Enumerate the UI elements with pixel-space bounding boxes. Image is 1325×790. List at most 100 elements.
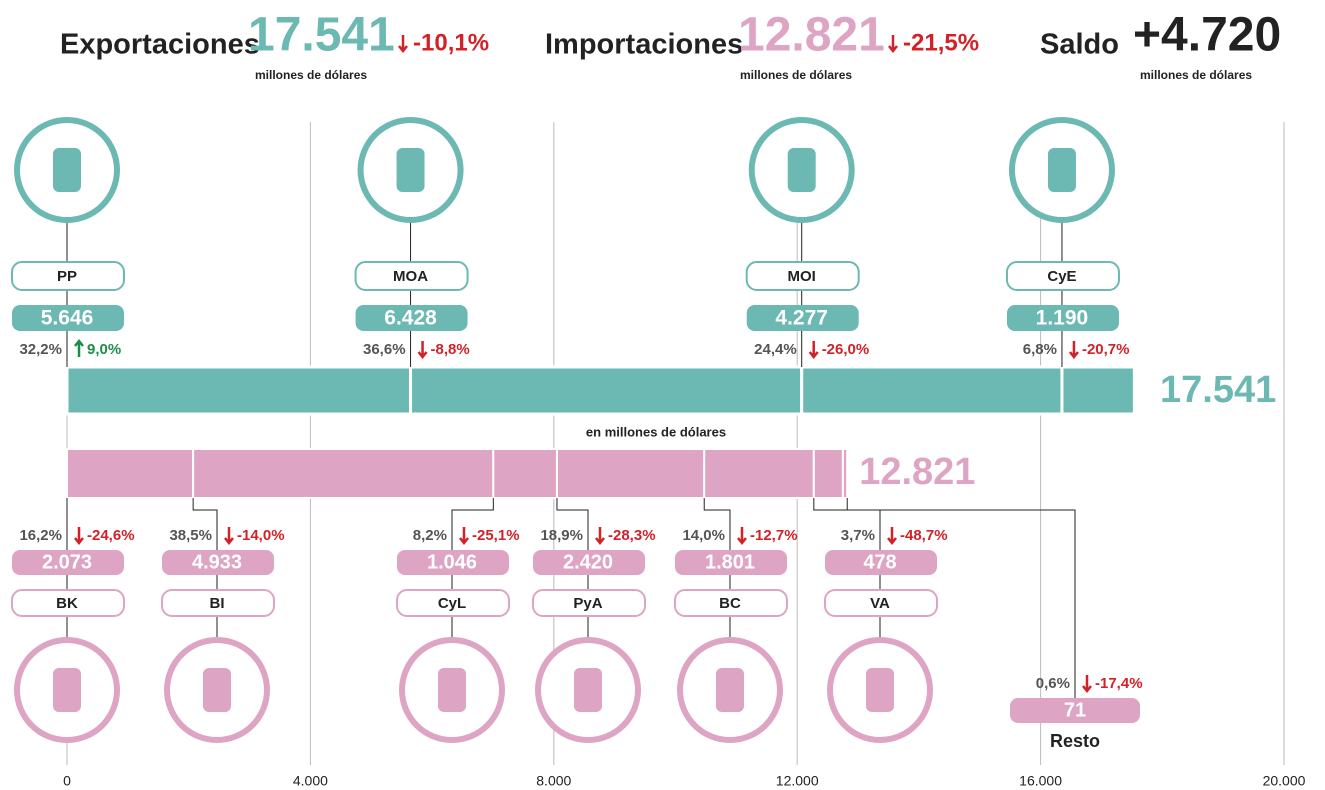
change-arrow bbox=[74, 527, 84, 546]
share-label: 18,9% bbox=[540, 527, 583, 544]
change-arrow bbox=[737, 527, 747, 546]
code-pill bbox=[1005, 261, 1120, 291]
header-label: Exportaciones bbox=[60, 29, 260, 61]
header-change: -21,5% bbox=[903, 29, 979, 56]
value-pill bbox=[533, 550, 645, 575]
category-code: PP bbox=[57, 268, 77, 285]
share-label: 6,8% bbox=[1023, 341, 1057, 358]
change-label: -26,0% bbox=[822, 341, 870, 358]
category-code: BC bbox=[719, 595, 741, 612]
value-label: 4.277 bbox=[775, 307, 828, 330]
share-label: 32,2% bbox=[19, 341, 62, 358]
export-total: 17.541 bbox=[1160, 369, 1276, 411]
code-pill bbox=[161, 589, 275, 617]
change-label: -25,1% bbox=[472, 527, 520, 544]
header-label: Saldo bbox=[1040, 29, 1119, 61]
value-pill bbox=[1006, 305, 1119, 331]
import-total: 12.821 bbox=[859, 451, 975, 493]
share-label: 38,5% bbox=[169, 527, 212, 544]
connector bbox=[846, 498, 1076, 698]
header-value: 17.541 bbox=[248, 9, 395, 62]
change-arrow bbox=[808, 341, 819, 360]
x-tick-label: 20.000 bbox=[1263, 773, 1306, 789]
share-label: 0,6% bbox=[1036, 675, 1070, 692]
import-segment bbox=[66, 448, 195, 499]
change-arrow bbox=[224, 527, 234, 546]
change-arrow bbox=[1068, 341, 1079, 360]
change-label: -17,4% bbox=[1095, 675, 1143, 692]
import-segment bbox=[703, 448, 815, 499]
code-pill bbox=[674, 589, 788, 617]
change-arrow bbox=[417, 341, 428, 360]
export-segment bbox=[800, 365, 1064, 416]
category-code: CyE bbox=[1047, 268, 1076, 285]
icon-glyph bbox=[203, 668, 231, 712]
category-code: CyL bbox=[438, 595, 466, 612]
header-change: -10,1% bbox=[413, 29, 489, 56]
code-pill bbox=[396, 589, 510, 617]
category-code: BK bbox=[56, 595, 78, 612]
category-code: PyA bbox=[573, 595, 602, 612]
code-pill bbox=[354, 261, 469, 291]
x-tick-label: 12.000 bbox=[776, 773, 819, 789]
import-segment bbox=[555, 448, 706, 499]
icon-glyph bbox=[438, 668, 466, 712]
header-unit: millones de dólares bbox=[255, 68, 367, 82]
category-code: Resto bbox=[1050, 731, 1100, 751]
share-label: 8,2% bbox=[413, 527, 447, 544]
code-pill bbox=[745, 261, 860, 291]
x-tick-label: 8.000 bbox=[536, 773, 571, 789]
export-segment bbox=[409, 365, 804, 416]
share-label: 3,7% bbox=[841, 527, 875, 544]
header-unit: millones de dólares bbox=[740, 68, 852, 82]
export-segment bbox=[1060, 365, 1136, 416]
value-label: 1.046 bbox=[427, 551, 477, 573]
header-value: +4.720 bbox=[1133, 9, 1281, 62]
change-arrow bbox=[887, 527, 897, 546]
value-label: 2.420 bbox=[563, 551, 613, 573]
icon-glyph bbox=[866, 668, 894, 712]
code-pill bbox=[11, 589, 125, 617]
change-label: -8,8% bbox=[431, 341, 470, 358]
x-tick-label: 0 bbox=[63, 773, 71, 789]
change-label: -12,7% bbox=[750, 527, 798, 544]
change-arrow bbox=[595, 527, 605, 546]
change-label: -24,6% bbox=[87, 527, 135, 544]
change-label: -48,7% bbox=[900, 527, 948, 544]
icon-glyph bbox=[716, 668, 744, 712]
share-label: 36,6% bbox=[363, 341, 406, 358]
category-code: MOA bbox=[393, 268, 428, 285]
value-pill bbox=[12, 550, 124, 575]
value-pill bbox=[355, 305, 468, 331]
value-label: 71 bbox=[1064, 699, 1086, 721]
share-label: 16,2% bbox=[19, 527, 62, 544]
icon-glyph bbox=[787, 148, 816, 192]
value-pill bbox=[12, 305, 124, 331]
change-arrow bbox=[888, 35, 898, 54]
value-label: 1.801 bbox=[705, 551, 755, 573]
icon-glyph bbox=[1047, 148, 1076, 192]
value-label: 5.646 bbox=[41, 307, 94, 330]
change-label: 9,0% bbox=[87, 341, 121, 358]
change-arrow bbox=[1082, 675, 1092, 694]
header-unit: millones de dólares bbox=[1140, 68, 1252, 82]
value-label: 478 bbox=[863, 551, 896, 573]
axis-label: en millones de dólares bbox=[586, 424, 726, 439]
code-pill bbox=[824, 589, 938, 617]
change-label: -28,3% bbox=[608, 527, 656, 544]
import-segment bbox=[192, 448, 495, 499]
category-code: VA bbox=[870, 595, 890, 612]
change-label: -20,7% bbox=[1082, 341, 1130, 358]
change-label: -14,0% bbox=[237, 527, 285, 544]
change-arrow bbox=[74, 338, 84, 357]
code-pill bbox=[11, 261, 125, 291]
import-segment bbox=[812, 448, 844, 499]
category-code: MOI bbox=[788, 268, 816, 285]
value-label: 1.190 bbox=[1036, 307, 1089, 330]
icon-glyph bbox=[53, 148, 81, 192]
import-segment bbox=[492, 448, 558, 499]
value-label: 4.933 bbox=[192, 551, 242, 573]
value-pill bbox=[746, 305, 859, 331]
value-label: 6.428 bbox=[384, 307, 437, 330]
